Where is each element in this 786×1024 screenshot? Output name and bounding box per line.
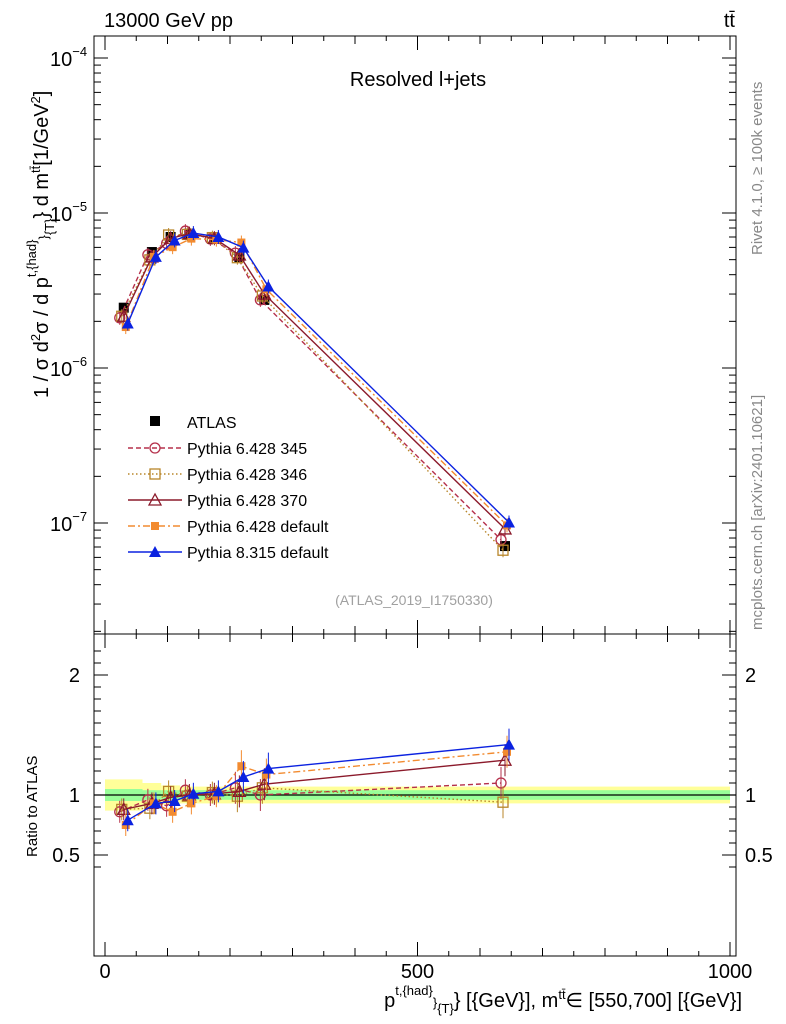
- series-point-ratio: [121, 814, 134, 826]
- series-point-ratio: [168, 795, 181, 806]
- series-point-main: [114, 312, 126, 324]
- series-point-ratio: [187, 787, 200, 799]
- axes: 10−7 10−6 10−5 10−4 0.5 0.5 1 1 2 2 0 500 1000: [50, 36, 773, 983]
- x-tick-label: 1000: [708, 961, 753, 983]
- series-point-main: [187, 234, 196, 243]
- legend-marker-atlas: [150, 416, 160, 426]
- series-point-ratio: [168, 807, 177, 816]
- legend-marker: [149, 442, 161, 454]
- x-tick-label: 500: [401, 961, 434, 983]
- ratio-y-tick-label: 2: [69, 665, 80, 687]
- plot-title: Resolved l+jets: [350, 69, 486, 91]
- ratio-y-tick-label: 1: [69, 785, 80, 807]
- series-line-main: [127, 232, 510, 523]
- series-point-main: [168, 234, 181, 246]
- series-point-ratio: [262, 770, 271, 779]
- legend-label-atlas: ATLAS: [187, 415, 237, 432]
- legend-label: Pythia 6.428 345: [187, 441, 307, 458]
- legend-label: Pythia 6.428 370: [187, 493, 307, 510]
- series-point-ratio: [497, 752, 513, 766]
- ratio-y-tick-label-right: 2: [745, 665, 756, 687]
- series-point-main: [237, 238, 246, 247]
- x-axis-title: pt,{had}}{T}} [{GeV}], mtt̄∈ [550,700] […: [384, 983, 742, 1016]
- series-point-ratio: [262, 762, 275, 774]
- analysis-id: (ATLAS_2019_I1750330): [335, 592, 493, 608]
- ratio-y-tick-label: 0.5: [52, 845, 80, 867]
- series-point-ratio: [212, 785, 225, 797]
- legend-marker: [151, 522, 159, 530]
- series-line-ratio: [127, 743, 510, 821]
- main-y-tick-label: 10−5: [50, 199, 87, 226]
- series-point-ratio: [257, 776, 272, 790]
- series-line-main: [121, 233, 504, 551]
- series-point-ratio: [116, 802, 131, 816]
- series-point-main: [168, 243, 177, 252]
- legend: ATLAS Pythia 6.428 345 Pythia 6.428 346 Pyt…: [128, 415, 329, 562]
- mcplots-label: mcplots.cern.ch [arXiv:2401.10621]: [749, 395, 766, 630]
- series-point-ratio: [187, 799, 196, 808]
- series-point-ratio: [495, 777, 507, 789]
- main-y-tick-label: 10−4: [50, 44, 87, 71]
- legend-label: Pythia 8.315 default: [187, 545, 329, 562]
- series-point-ratio: [497, 796, 509, 808]
- ratio-y-tick-label-right: 1: [745, 785, 756, 807]
- process-label: tt̄: [724, 10, 736, 32]
- series-point-ratio: [149, 797, 162, 809]
- ratio-panel: [94, 728, 736, 836]
- series-point-main: [237, 241, 250, 253]
- series-point-main: [257, 286, 272, 300]
- series-point-main: [187, 227, 200, 239]
- series-point-main: [121, 317, 134, 329]
- legend-label: Pythia 6.428 346: [187, 467, 307, 484]
- series-point-main: [232, 247, 247, 261]
- x-tick-label: 0: [99, 961, 110, 983]
- series-point-ratio: [114, 806, 126, 818]
- series-line-main: [119, 230, 502, 541]
- series-point-main: [116, 308, 131, 322]
- main-y-axis-title: 1 / σ d2σ / d pt,{had}}{T}} d mtt̄[1/GeV…: [24, 91, 57, 398]
- series-point-main: [262, 280, 275, 292]
- energy-label: 13000 GeV pp: [104, 10, 233, 32]
- main-panel: [114, 224, 515, 558]
- series-point-main: [503, 516, 515, 528]
- series-point-ratio: [503, 738, 515, 750]
- ratio-y-axis-title: Ratio to ATLAS: [24, 756, 41, 857]
- series-point-ratio: [254, 789, 267, 801]
- series-point-ratio: [237, 762, 246, 771]
- series-point-main: [497, 544, 509, 556]
- main-y-tick-label: 10−7: [50, 509, 87, 536]
- series-point-main: [149, 250, 162, 262]
- series-point-ratio: [503, 747, 511, 756]
- series-point-main: [212, 230, 225, 242]
- legend-marker: [149, 546, 161, 557]
- series-point-ratio: [237, 771, 250, 782]
- legend-marker: [149, 468, 161, 480]
- ratio-y-tick-label-right: 0.5: [745, 845, 773, 867]
- main-y-tick-label: 10−6: [50, 354, 87, 381]
- series-line-main: [123, 233, 506, 530]
- legend-marker: [147, 492, 163, 506]
- atlas-data-point: [500, 541, 510, 552]
- series-point-ratio: [232, 784, 247, 798]
- rivet-version-label: Rivet 4.1.0, ≥ 100k events: [749, 82, 766, 255]
- legend-label: Pythia 6.428 default: [187, 519, 329, 536]
- series-line-main: [125, 237, 508, 526]
